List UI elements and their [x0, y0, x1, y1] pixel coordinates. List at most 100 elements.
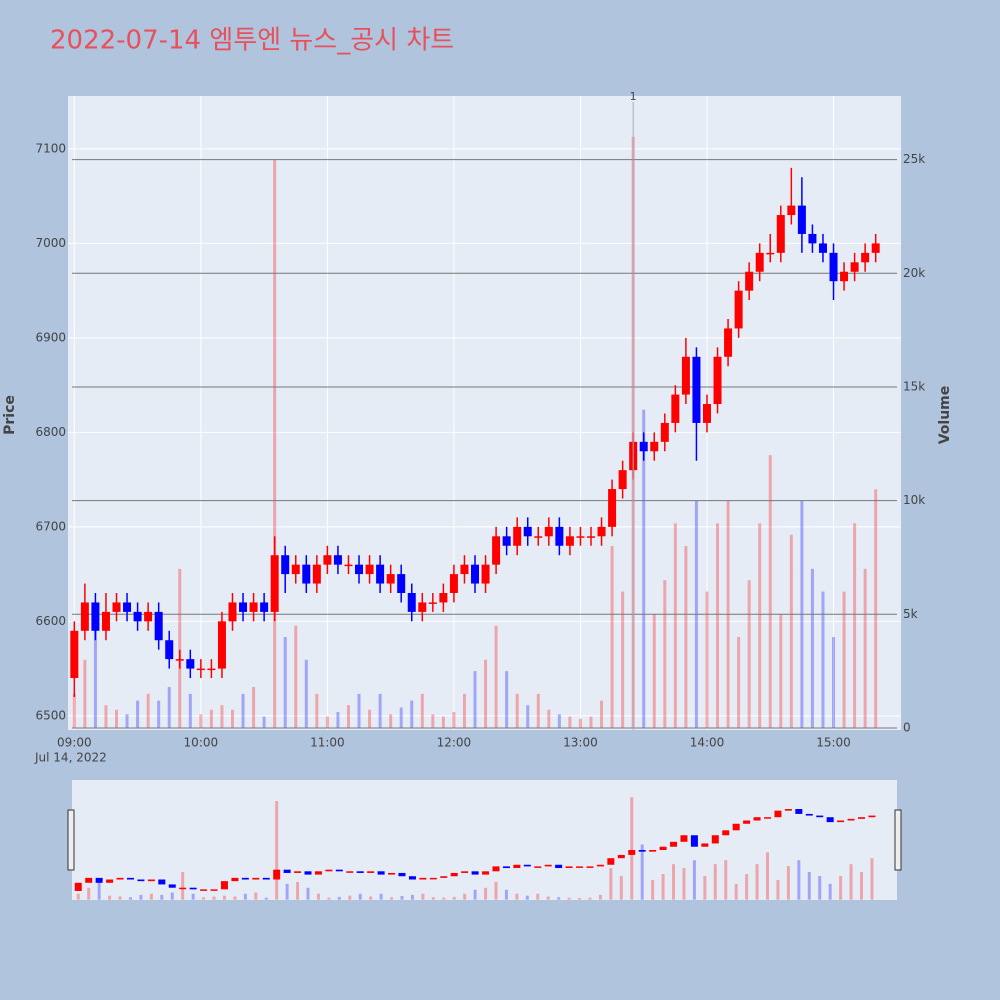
slider-candle: [868, 815, 876, 818]
slider-handle[interactable]: [67, 809, 75, 871]
candle-body: [576, 536, 585, 538]
volume-bar: [304, 659, 308, 728]
candle-body: [818, 243, 827, 253]
candle-body: [766, 252, 775, 255]
slider-candle: [440, 876, 448, 878]
volume-bar: [399, 707, 403, 728]
slider-candle: [816, 815, 824, 818]
slider-candle: [85, 877, 93, 883]
slider-candle: [544, 864, 552, 867]
slider-handle[interactable]: [894, 809, 902, 871]
slider-candle: [398, 872, 406, 877]
y-tick-label: 6900: [35, 330, 66, 344]
slider-volume-bar: [494, 881, 498, 900]
slider-volume-bar: [452, 896, 456, 900]
volume-bar: [230, 709, 234, 728]
volume-bar: [705, 591, 709, 728]
volume-bar: [294, 625, 298, 728]
candle-body: [787, 205, 796, 216]
slider-candle: [680, 835, 688, 842]
slider-volume-bar: [212, 896, 216, 900]
slider-candle: [826, 817, 834, 823]
volume-bar: [420, 693, 424, 728]
x-tick-label: 12:00: [437, 736, 472, 750]
slider-candle: [690, 835, 698, 847]
candle-body: [734, 290, 743, 329]
slider-volume-bar: [97, 881, 101, 900]
slider-candle: [502, 866, 510, 869]
slider-candle: [764, 817, 772, 819]
candle-body: [840, 271, 849, 282]
candle-body: [123, 602, 132, 612]
slider-candle: [555, 864, 563, 869]
candle-body: [650, 441, 659, 452]
volume-bar: [167, 687, 171, 728]
y2-axis-title: Volume: [937, 386, 953, 445]
slider-volume-bar: [128, 897, 132, 900]
volume-bar: [357, 693, 361, 728]
slider-candle: [210, 889, 218, 891]
slider-candle: [596, 864, 604, 867]
volume-bar: [673, 523, 677, 728]
y-tick-label: 6600: [35, 614, 66, 628]
slider-volume-bar: [87, 887, 91, 900]
volume-bar: [441, 716, 445, 728]
annotation-text: 1: [630, 90, 637, 103]
candle-body: [513, 526, 522, 546]
slider-candle: [659, 846, 667, 850]
slider-volume-bar: [327, 897, 331, 900]
volume-bar: [568, 716, 572, 728]
slider-candle: [419, 877, 427, 880]
y-tick-label: 7100: [35, 141, 66, 155]
slider-volume-bar: [473, 889, 477, 900]
candle-body: [492, 536, 501, 565]
slider-volume-bar: [567, 897, 571, 900]
slider-volume-bar: [76, 893, 80, 900]
candle-body: [144, 611, 153, 622]
slider-candle: [126, 877, 134, 880]
candle-body: [850, 262, 859, 272]
volume-bar: [115, 709, 119, 728]
volume-bar: [578, 718, 582, 728]
slider-volume-bar: [515, 893, 519, 900]
candle-body: [291, 564, 300, 575]
slider-volume-bar: [118, 896, 122, 900]
candle-body: [449, 574, 458, 593]
slider-volume-bar: [348, 895, 352, 900]
slider-candle: [314, 871, 322, 875]
candle-body: [80, 602, 89, 631]
slider-volume-bar: [316, 893, 320, 900]
y-tick-label: 6700: [35, 519, 66, 533]
candle-body: [154, 611, 163, 641]
volume-bar: [146, 693, 150, 728]
slider-candle: [523, 864, 531, 867]
slider-volume-bar: [640, 844, 644, 900]
y2-tick-label: 25k: [903, 152, 925, 166]
volume-bar: [157, 700, 161, 728]
candle-body: [196, 668, 205, 671]
slider-candle: [200, 889, 208, 891]
candle-body: [270, 555, 279, 612]
candle-body: [681, 356, 690, 395]
y-tick-label: 6500: [35, 708, 66, 722]
volume-bar: [779, 614, 783, 728]
y2-tick-label: 0: [903, 720, 911, 734]
y-tick-label: 7000: [35, 236, 66, 250]
slider-volume-bar: [296, 881, 300, 900]
candle-body: [91, 602, 100, 631]
slider-volume-bar: [692, 860, 696, 900]
candle-body: [808, 233, 817, 244]
x-tick-label: 11:00: [310, 736, 345, 750]
volume-bar: [410, 700, 414, 728]
slider-candle: [857, 817, 865, 819]
volume-bar: [716, 523, 720, 728]
candle-body: [608, 489, 617, 527]
slider-volume-bar: [442, 897, 446, 900]
volume-bar: [663, 580, 667, 728]
candle-body: [797, 205, 806, 234]
slider-candle: [294, 871, 302, 873]
volume-bar: [547, 709, 551, 728]
slider-candle: [283, 869, 291, 873]
slider-candle: [231, 877, 239, 882]
slider-candle: [628, 850, 636, 855]
